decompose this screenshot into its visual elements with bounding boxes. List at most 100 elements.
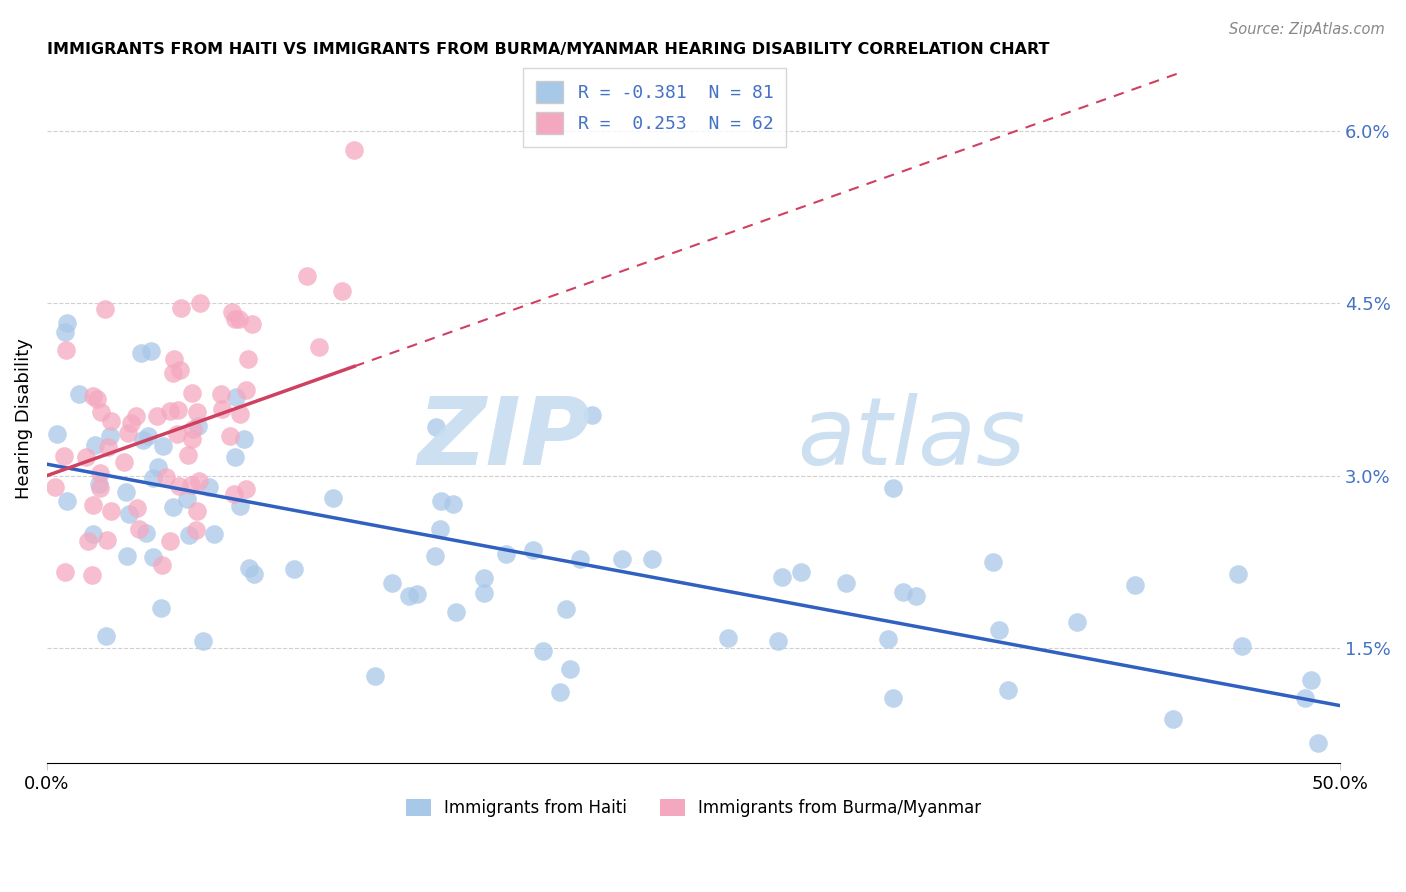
Point xyxy=(235,483,257,497)
Point xyxy=(162,367,184,381)
Point xyxy=(425,419,447,434)
Point xyxy=(997,682,1019,697)
Point xyxy=(186,504,208,518)
Point xyxy=(522,543,544,558)
Point xyxy=(444,605,467,619)
Point xyxy=(364,669,387,683)
Point xyxy=(82,527,104,541)
Point xyxy=(55,316,77,330)
Point xyxy=(568,552,591,566)
Text: atlas: atlas xyxy=(797,393,1025,484)
Point xyxy=(297,268,319,283)
Point xyxy=(80,568,103,582)
Point xyxy=(202,527,225,541)
Point xyxy=(120,416,142,430)
Point xyxy=(343,143,366,157)
Point xyxy=(53,566,76,580)
Point xyxy=(981,555,1004,569)
Point xyxy=(128,522,150,536)
Point xyxy=(221,304,243,318)
Point xyxy=(472,586,495,600)
Point xyxy=(209,387,232,401)
Point xyxy=(159,404,181,418)
Legend: Immigrants from Haiti, Immigrants from Burma/Myanmar: Immigrants from Haiti, Immigrants from B… xyxy=(399,792,988,824)
Point xyxy=(988,623,1011,637)
Point xyxy=(135,526,157,541)
Point xyxy=(167,479,190,493)
Point xyxy=(560,662,582,676)
Point xyxy=(142,550,165,565)
Point xyxy=(138,429,160,443)
Point xyxy=(145,409,167,423)
Point xyxy=(169,363,191,377)
Point xyxy=(1294,690,1316,705)
Point xyxy=(224,450,246,465)
Point xyxy=(228,312,250,326)
Point xyxy=(308,340,330,354)
Point xyxy=(118,508,141,522)
Point xyxy=(82,498,104,512)
Point xyxy=(882,690,904,705)
Point xyxy=(55,343,77,358)
Point xyxy=(474,571,496,585)
Point xyxy=(381,575,404,590)
Point xyxy=(115,485,138,500)
Point xyxy=(152,558,174,572)
Text: ZIP: ZIP xyxy=(418,392,591,485)
Point xyxy=(789,565,811,579)
Point xyxy=(77,533,100,548)
Point xyxy=(46,427,69,442)
Point xyxy=(167,403,190,417)
Point xyxy=(162,500,184,514)
Point xyxy=(100,414,122,428)
Point xyxy=(180,432,202,446)
Point xyxy=(180,386,202,401)
Point xyxy=(882,481,904,495)
Point xyxy=(1123,578,1146,592)
Point xyxy=(834,576,856,591)
Point xyxy=(717,631,740,645)
Point xyxy=(283,562,305,576)
Point xyxy=(904,589,927,603)
Point xyxy=(94,301,117,316)
Point xyxy=(330,284,353,298)
Point xyxy=(97,440,120,454)
Point xyxy=(1301,673,1323,688)
Point xyxy=(641,552,664,566)
Point xyxy=(53,325,76,339)
Point xyxy=(89,467,111,481)
Point xyxy=(531,644,554,658)
Point xyxy=(430,494,453,508)
Point xyxy=(129,346,152,360)
Point xyxy=(75,450,97,465)
Point xyxy=(89,481,111,495)
Point xyxy=(98,428,121,442)
Text: IMMIGRANTS FROM HAITI VS IMMIGRANTS FROM BURMA/MYANMAR HEARING DISABILITY CORREL: IMMIGRANTS FROM HAITI VS IMMIGRANTS FROM… xyxy=(46,42,1049,57)
Point xyxy=(170,301,193,316)
Point xyxy=(612,552,634,566)
Point xyxy=(146,460,169,475)
Y-axis label: Hearing Disability: Hearing Disability xyxy=(15,338,32,499)
Point xyxy=(238,561,260,575)
Point xyxy=(56,493,79,508)
Point xyxy=(100,504,122,518)
Point xyxy=(211,401,233,416)
Point xyxy=(179,528,201,542)
Point xyxy=(219,429,242,443)
Point xyxy=(139,344,162,359)
Point xyxy=(132,434,155,448)
Point xyxy=(405,587,427,601)
Point xyxy=(225,390,247,404)
Text: Source: ZipAtlas.com: Source: ZipAtlas.com xyxy=(1229,22,1385,37)
Point xyxy=(117,425,139,440)
Point xyxy=(193,634,215,648)
Point xyxy=(581,408,603,422)
Point xyxy=(229,407,252,421)
Point xyxy=(236,352,259,367)
Point xyxy=(229,499,252,513)
Point xyxy=(441,497,464,511)
Point xyxy=(142,471,165,485)
Point xyxy=(770,570,793,584)
Point xyxy=(180,478,202,492)
Point xyxy=(1232,639,1254,653)
